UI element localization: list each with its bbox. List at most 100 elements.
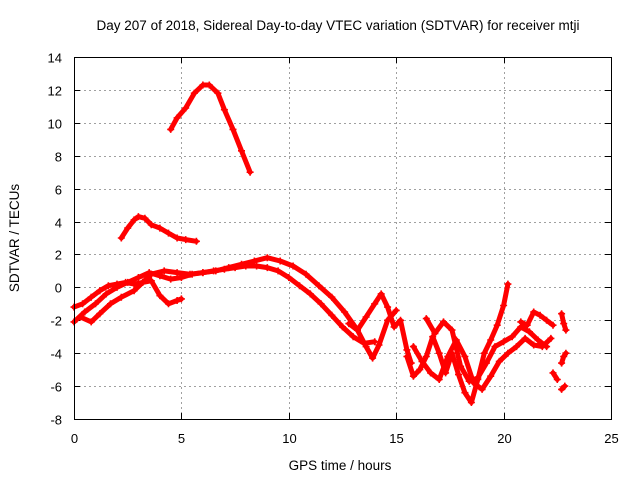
data-point-marker: [397, 316, 404, 324]
data-point-marker: [375, 341, 383, 349]
data-point-marker: [173, 234, 181, 242]
data-point-marker: [130, 216, 138, 224]
data-point-marker: [435, 376, 443, 383]
y-tick-label: 10: [48, 117, 62, 132]
data-point-marker: [220, 106, 228, 114]
data-point-marker: [448, 326, 456, 334]
data-point-marker: [205, 81, 213, 89]
data-point-marker: [422, 315, 430, 323]
data-point-marker: [495, 357, 503, 365]
data-point-marker: [523, 321, 531, 329]
data-point-marker: [102, 290, 110, 298]
series-line: [346, 291, 414, 366]
data-point-marker: [134, 274, 142, 281]
data-point-marker: [306, 290, 314, 298]
data-point-marker: [549, 369, 557, 377]
data-point-marker: [339, 323, 346, 331]
y-tick-label: -8: [50, 413, 62, 428]
data-point-marker: [435, 349, 443, 357]
data-point-marker: [263, 254, 271, 262]
x-tick-label: 20: [497, 431, 511, 446]
data-point-marker: [349, 333, 357, 341]
data-point-marker: [362, 343, 370, 351]
series-track-14: [558, 382, 569, 393]
data-point-marker: [455, 371, 462, 379]
data-point-marker: [92, 300, 99, 308]
data-point-marker: [480, 349, 488, 357]
data-point-marker: [517, 318, 525, 326]
data-point-marker: [96, 287, 104, 295]
data-point-marker: [289, 262, 297, 270]
y-tick-label: -6: [50, 380, 62, 395]
data-point-marker: [199, 269, 207, 277]
series-track-2: [117, 213, 200, 245]
data-point-marker: [534, 336, 542, 344]
data-point-marker: [392, 306, 400, 314]
data-point-marker: [409, 343, 417, 351]
data-point-marker: [543, 343, 551, 351]
data-point-marker: [427, 369, 435, 377]
data-point-marker: [302, 270, 310, 278]
data-point-marker: [315, 282, 323, 290]
data-point-marker: [87, 318, 95, 326]
grid: [74, 57, 611, 419]
data-point-marker: [76, 313, 84, 321]
data-point-marker: [274, 267, 282, 275]
data-point-marker: [225, 264, 233, 272]
series-line: [168, 82, 253, 175]
data-point-marker: [124, 278, 132, 286]
ticks: 0 5 10 15 20 25 -8 -6 -4 -2 0 2 4 6 8 10 12 14: [48, 51, 619, 447]
data-point-marker: [156, 224, 164, 232]
data-point-marker: [341, 308, 349, 316]
series-track-1: [167, 81, 254, 176]
data-point-marker: [113, 283, 121, 291]
x-tick-label: 10: [282, 431, 296, 446]
y-tick-label: -4: [50, 347, 62, 362]
chart-title: Day 207 of 2018, Sidereal Day-to-day VTE…: [97, 18, 580, 33]
data-point-marker: [465, 377, 473, 385]
data-point-marker: [457, 362, 465, 370]
data-point-marker: [371, 338, 379, 346]
data-point-marker: [561, 382, 569, 390]
data-point-marker: [390, 323, 398, 331]
data-point-marker: [328, 293, 336, 301]
data-point-marker: [107, 300, 114, 308]
data-point-marker: [173, 114, 181, 122]
series-line: [77, 255, 399, 361]
data-point-marker: [377, 290, 385, 298]
y-tick-label: 2: [55, 248, 62, 263]
data-point-marker: [513, 343, 520, 351]
series-line: [71, 263, 378, 346]
data-point-marker: [238, 147, 245, 155]
data-point-marker: [461, 389, 469, 397]
data-point-marker: [130, 287, 138, 295]
data-point-marker: [79, 300, 87, 308]
data-point-marker: [134, 213, 142, 221]
data-series: [70, 81, 570, 406]
series-track-10: [517, 308, 557, 329]
data-point-marker: [547, 334, 555, 342]
data-point-marker: [543, 316, 551, 324]
data-point-marker: [482, 359, 490, 367]
data-point-marker: [536, 311, 544, 319]
data-point-marker: [461, 353, 469, 360]
series-track-11: [549, 369, 561, 383]
data-point-marker: [96, 310, 104, 318]
data-point-marker: [182, 236, 190, 244]
y-tick-label: -2: [50, 314, 62, 329]
data-point-marker: [317, 300, 325, 308]
data-point-marker: [467, 399, 475, 406]
data-point-marker: [160, 267, 168, 275]
data-point-marker: [190, 89, 198, 97]
data-point-marker: [403, 353, 411, 360]
data-point-marker: [156, 292, 164, 300]
data-point-marker: [296, 282, 303, 290]
data-point-marker: [165, 229, 172, 237]
data-point-marker: [182, 104, 190, 112]
y-tick-label: 12: [48, 84, 62, 99]
data-point-marker: [104, 282, 112, 290]
data-point-marker: [521, 334, 529, 342]
x-tick-label: 25: [604, 431, 618, 446]
data-point-marker: [558, 385, 566, 393]
data-point-marker: [238, 260, 245, 268]
